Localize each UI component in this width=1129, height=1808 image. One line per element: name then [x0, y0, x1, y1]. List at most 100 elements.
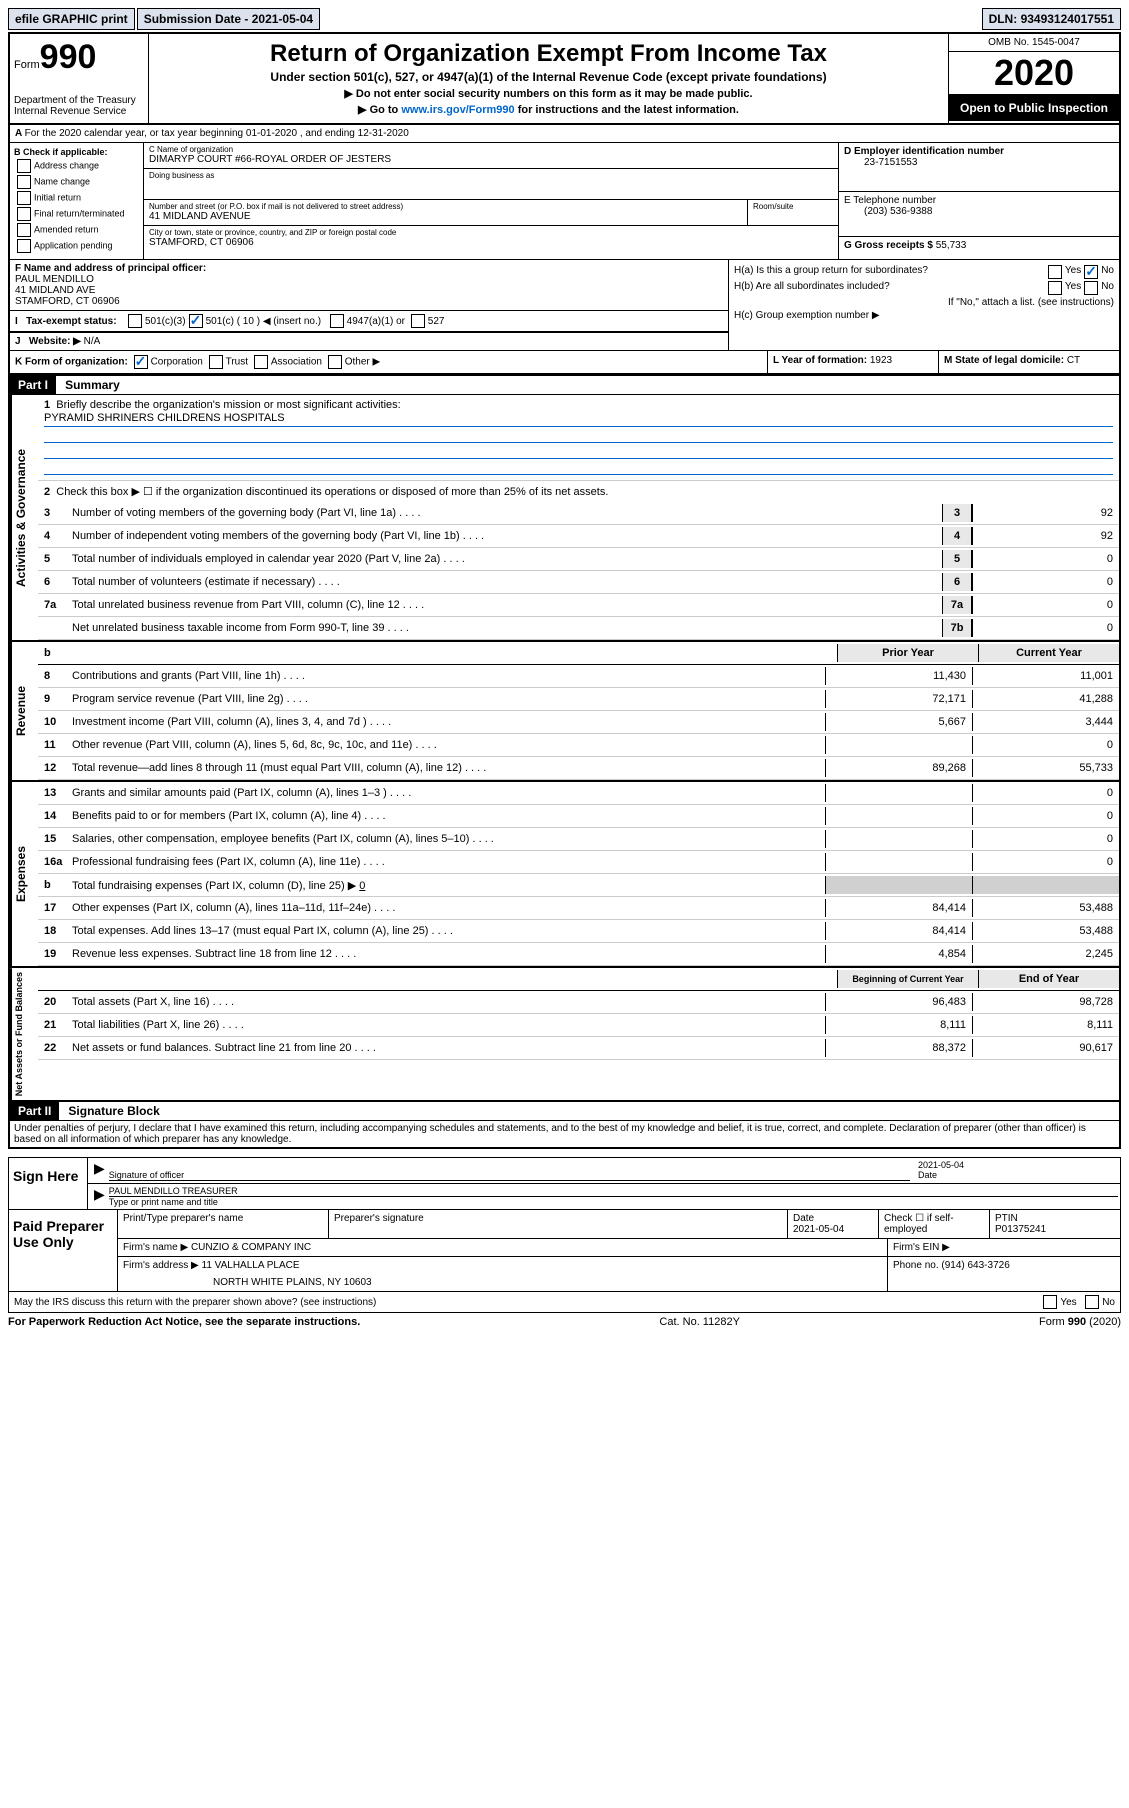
data-line: Net unrelated business taxable income fr…: [38, 617, 1119, 640]
data-line: 4Number of independent voting members of…: [38, 525, 1119, 548]
website-row: J Website: ▶ N/A: [10, 332, 728, 350]
data-line: 7aTotal unrelated business revenue from …: [38, 594, 1119, 617]
cb-assoc[interactable]: [254, 355, 268, 369]
cb-address-change[interactable]: Address change: [14, 159, 139, 173]
data-line: 17Other expenses (Part IX, column (A), l…: [38, 897, 1119, 920]
address-row: Number and street (or P.O. box if mail i…: [144, 200, 838, 226]
form-header: Form990 Department of the Treasury Inter…: [10, 34, 1119, 125]
ein-value: 23-7151553: [844, 157, 917, 168]
part1-header: Part I Summary: [10, 374, 1119, 395]
irs-link[interactable]: www.irs.gov/Form990: [401, 104, 514, 116]
section-expenses: Expenses 13Grants and similar amounts pa…: [10, 780, 1119, 966]
hc-row: H(c) Group exemption number ▶: [734, 310, 1114, 321]
phone-value: (203) 536-9388: [844, 206, 932, 217]
submission-date: Submission Date - 2021-05-04: [137, 8, 320, 30]
cb-discuss-no[interactable]: [1085, 1295, 1099, 1309]
prep-firm-row: Firm's name ▶ CUNZIO & COMPANY INC Firm'…: [118, 1239, 1120, 1257]
efile-label: efile GRAPHIC print: [8, 8, 135, 30]
section-revenue: Revenue b Prior Year Current Year 8Contr…: [10, 640, 1119, 780]
data-line: 13Grants and similar amounts paid (Part …: [38, 782, 1119, 805]
city-row: City or town, state or province, country…: [144, 226, 838, 251]
cb-final-return[interactable]: Final return/terminated: [14, 207, 139, 221]
data-line: 18Total expenses. Add lines 13–17 (must …: [38, 920, 1119, 943]
sign-here-label: Sign Here: [9, 1158, 88, 1209]
header-mid: Return of Organization Exempt From Incom…: [149, 34, 948, 123]
cb-hb-no[interactable]: [1084, 281, 1098, 295]
part2-header: Part II Signature Block: [10, 1100, 1119, 1121]
form-number: Form990: [14, 38, 144, 77]
cb-501c3[interactable]: [128, 314, 142, 328]
prep-addr-row: Firm's address ▶ 11 VALHALLA PLACE NORTH…: [118, 1257, 1120, 1291]
tax-exempt-row: I Tax-exempt status: 501(c)(3) 501(c) ( …: [10, 310, 728, 332]
cb-discuss-yes[interactable]: [1043, 1295, 1057, 1309]
cb-name-change[interactable]: Name change: [14, 175, 139, 189]
hb-row: H(b) Are all subordinates included? Yes …: [734, 281, 1114, 295]
irs-label: Internal Revenue Service: [14, 106, 144, 117]
cb-other[interactable]: [328, 355, 342, 369]
org-city: STAMFORD, CT 06906: [149, 237, 254, 248]
row-a: A For the 2020 calendar year, or tax yea…: [10, 125, 1119, 143]
sig-name-row: ▶ PAUL MENDILLO TREASURER Type or print …: [88, 1184, 1120, 1209]
cb-hb-yes[interactable]: [1048, 281, 1062, 295]
footer: For Paperwork Reduction Act Notice, see …: [8, 1313, 1121, 1331]
declaration: Under penalties of perjury, I declare th…: [10, 1121, 1119, 1147]
m-block: M State of legal domicile: CT: [938, 351, 1119, 373]
sign-here-block: Sign Here ▶ Signature of officer 2021-05…: [8, 1157, 1121, 1210]
instruction-1: ▶ Do not enter social security numbers o…: [153, 87, 944, 100]
data-line: 21Total liabilities (Part X, line 26) . …: [38, 1014, 1119, 1037]
paid-preparer-block: Paid Preparer Use Only Print/Type prepar…: [8, 1210, 1121, 1292]
line-1: 1 Briefly describe the organization's mi…: [38, 395, 1119, 481]
ha-row: H(a) Is this a group return for subordin…: [734, 265, 1114, 279]
cb-initial-return[interactable]: Initial return: [14, 191, 139, 205]
officer-name: PAUL MENDILLO: [15, 274, 94, 285]
org-name-row: C Name of organization DIMARYP COURT #66…: [144, 143, 838, 169]
tax-year: 2020: [949, 52, 1119, 95]
data-line: 15Salaries, other compensation, employee…: [38, 828, 1119, 851]
data-line: 3Number of voting members of the governi…: [38, 502, 1119, 525]
line-2: 2 Check this box ▶ ☐ if the organization…: [38, 481, 1119, 502]
org-address: 41 MIDLAND AVENUE: [149, 211, 251, 222]
l-block: L Year of formation: 1923: [767, 351, 938, 373]
cat-no: Cat. No. 11282Y: [659, 1316, 740, 1328]
vlabel-expenses: Expenses: [10, 782, 38, 966]
top-bar: efile GRAPHIC print Submission Date - 20…: [8, 8, 1121, 30]
arrow-icon: ▶: [90, 1186, 109, 1207]
cb-501c[interactable]: [189, 314, 203, 328]
form-title: Return of Organization Exempt From Incom…: [153, 40, 944, 68]
officer-block: F Name and address of principal officer:…: [10, 260, 728, 310]
cb-4947[interactable]: [330, 314, 344, 328]
rev-header-row: b Prior Year Current Year: [38, 642, 1119, 665]
h-note: If "No," attach a list. (see instruction…: [734, 297, 1114, 308]
cb-amended[interactable]: Amended return: [14, 223, 139, 237]
cb-app-pending[interactable]: Application pending: [14, 239, 139, 253]
form-footer: Form 990 (2020): [1039, 1316, 1121, 1328]
gross-receipts: 55,733: [936, 240, 967, 251]
vlabel-revenue: Revenue: [10, 642, 38, 780]
sig-officer-row: ▶ Signature of officer 2021-05-04 Date: [88, 1158, 1120, 1184]
col-c: C Name of organization DIMARYP COURT #66…: [144, 143, 838, 259]
prep-header-row: Print/Type preparer's name Preparer's si…: [118, 1210, 1120, 1239]
open-public-badge: Open to Public Inspection: [949, 95, 1119, 121]
arrow-icon: ▶: [90, 1160, 109, 1181]
form-subtitle: Under section 501(c), 527, or 4947(a)(1)…: [153, 70, 944, 84]
k-block: K Form of organization: Corporation Trus…: [10, 351, 767, 373]
data-line: 10Investment income (Part VIII, column (…: [38, 711, 1119, 734]
net-header-row: Beginning of Current Year End of Year: [38, 968, 1119, 991]
line-16b: b Total fundraising expenses (Part IX, c…: [38, 874, 1119, 897]
omb-number: OMB No. 1545-0047: [949, 34, 1119, 52]
cb-trust[interactable]: [209, 355, 223, 369]
cb-ha-no[interactable]: [1084, 265, 1098, 279]
cb-ha-yes[interactable]: [1048, 265, 1062, 279]
mission-text: PYRAMID SHRINERS CHILDRENS HOSPITALS: [44, 412, 1113, 427]
data-line: 20Total assets (Part X, line 16) . . . .…: [38, 991, 1119, 1014]
data-line: 9Program service revenue (Part VIII, lin…: [38, 688, 1119, 711]
phone-row: E Telephone number (203) 536-9388: [839, 192, 1119, 237]
row-klm: K Form of organization: Corporation Trus…: [10, 351, 1119, 374]
vlabel-netassets: Net Assets or Fund Balances: [10, 968, 38, 1100]
dept-treasury: Department of the Treasury: [14, 95, 144, 106]
discuss-row: May the IRS discuss this return with the…: [8, 1292, 1121, 1313]
cb-corp[interactable]: [134, 355, 148, 369]
section-governance: Activities & Governance 1 Briefly descri…: [10, 395, 1119, 640]
row-fh: F Name and address of principal officer:…: [10, 260, 1119, 351]
cb-527[interactable]: [411, 314, 425, 328]
